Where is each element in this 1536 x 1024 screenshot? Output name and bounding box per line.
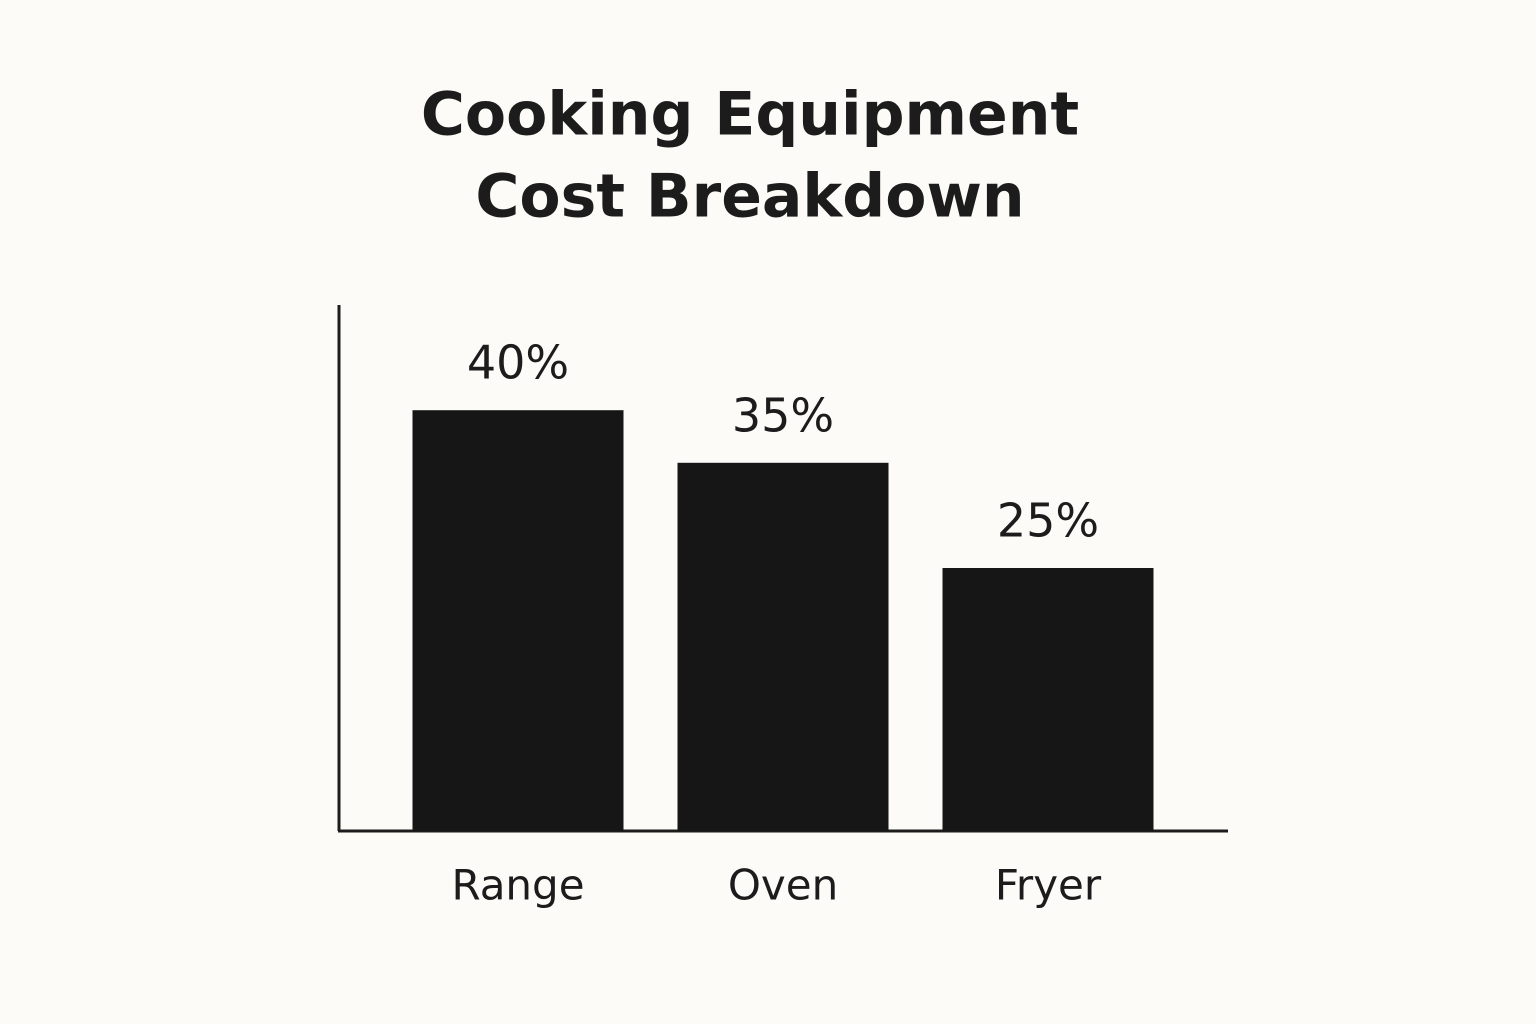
x-tick-label: Oven: [728, 861, 838, 910]
chart-title: Cooking Equipment: [421, 80, 1079, 150]
value-label: 25%: [997, 494, 1099, 548]
value-label: 40%: [467, 336, 569, 390]
x-tick-label: Fryer: [995, 861, 1102, 910]
bar: [677, 462, 889, 831]
bar: [412, 410, 624, 831]
chart-title: Cost Breakdown: [475, 162, 1024, 232]
bar: [942, 568, 1154, 831]
value-label: 35%: [732, 388, 834, 442]
x-tick-label: Range: [451, 861, 584, 910]
